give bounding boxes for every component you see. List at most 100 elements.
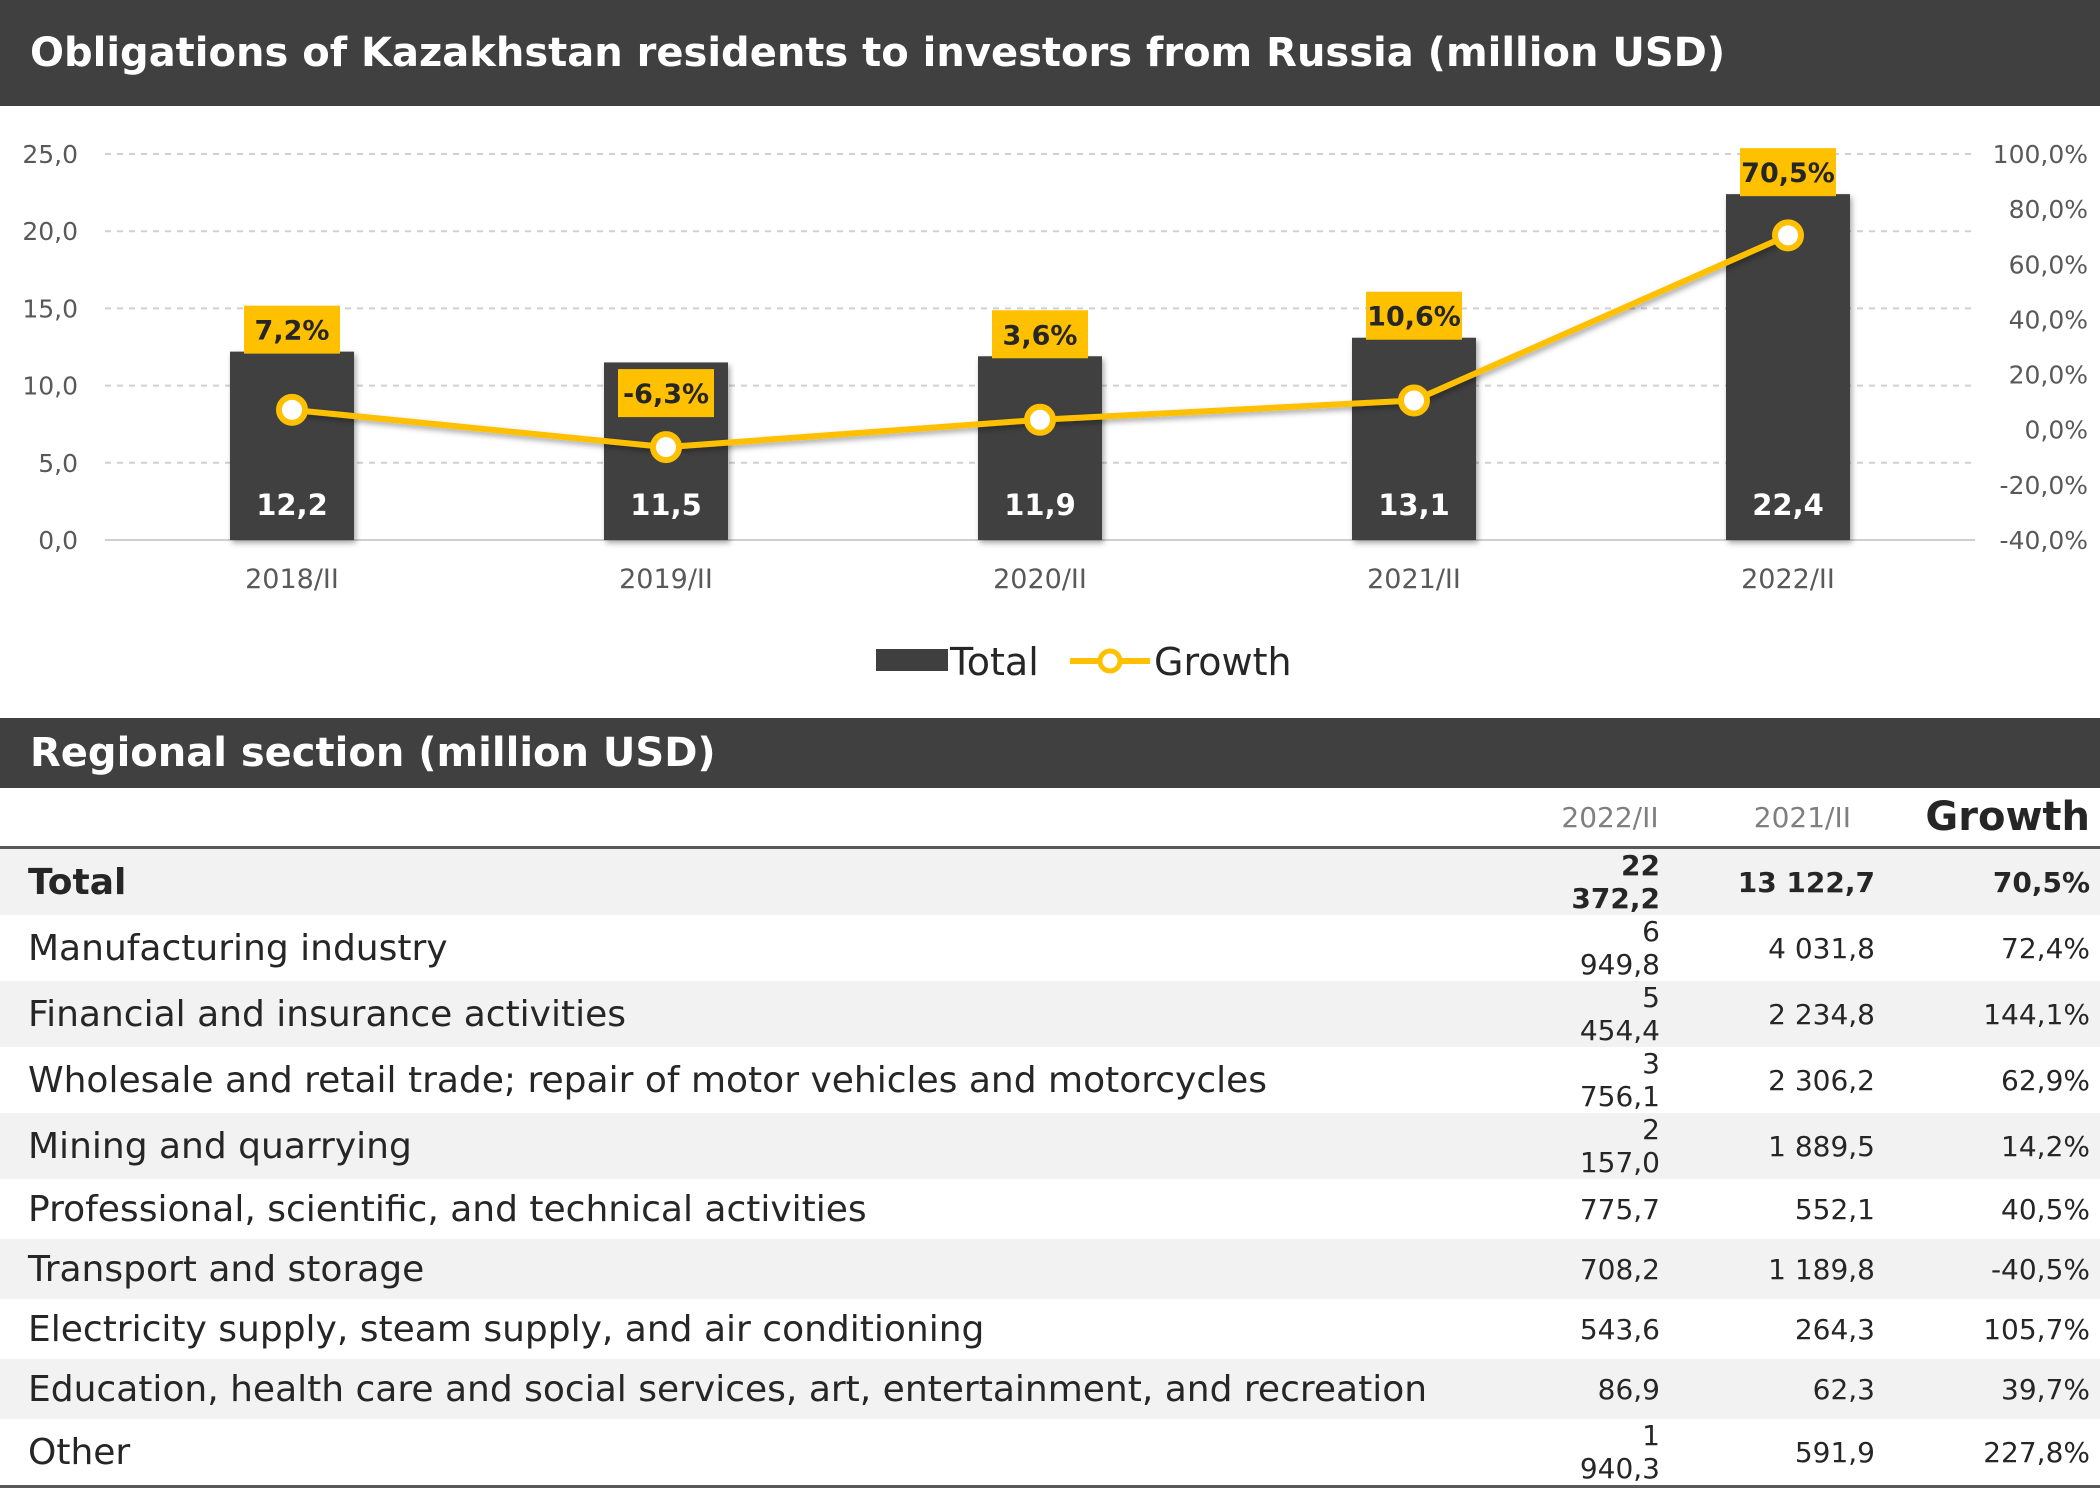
table-row: Wholesale and retail trade; repair of mo… [0,1047,2100,1113]
row-value-2022: 708,2 [1560,1239,1660,1299]
legend-total-label: Total [949,640,1039,684]
header-empty [0,788,1560,849]
growth-marker [1024,403,1056,436]
x-tick-label: 2018/II [245,564,339,595]
bar-value-label: 11,9 [1004,488,1076,522]
row-name: Professional, scientific, and technical … [28,1188,867,1230]
row-name: Manufacturing industry [28,927,448,969]
regional-table-grid: 2022/II 2021/II Growth Total 22 372,2 13 1… [0,788,2100,1488]
row-growth: 105,7% [1983,1312,2090,1346]
row-growth: -40,5% [1875,1239,2100,1299]
growth-value-label: 7,2% [255,316,330,347]
row-growth: 70,5% [1875,847,2100,915]
row-name: Wholesale and retail trade; repair of mo… [28,1059,1268,1101]
y-right-tick-label: 100,0% [1993,140,2088,169]
legend-growth-marker [1097,648,1123,674]
y-right-tick-label: 60,0% [2009,250,2088,279]
header-2022: 2022/II [1560,788,1660,849]
row-value-2022: 543,6 [1579,1312,1660,1346]
growth-value-label: -6,3% [623,379,709,410]
row-value-2022: 775,7 [1579,1192,1660,1226]
chart-svg: 0,0 5,0 10,0 15,0 20,0 25,0 -40,0% -20,0% 0,0% 20… [22,140,2088,684]
table-header-row: 2022/II 2021/II Growth [0,788,2100,849]
growth-label-box [1740,148,1836,197]
table-row: Total 22 372,2 13 122,7 70,5% [0,847,2100,915]
legend-growth-label: Growth [1154,640,1292,684]
row-growth: 72,4% [2001,931,2090,965]
y-left-tick-label: 20,0 [22,217,78,246]
y-left-tick-label: 0,0 [38,526,78,555]
row-value-2021: 4 031,8 [1768,931,1875,965]
bar-value-label: 22,4 [1752,488,1824,522]
row-growth: 62,9% [2001,1063,2090,1097]
growth-label-box [618,369,714,418]
row-growth: 14,2% [1875,1113,2100,1179]
header-2021: 2021/II [1660,788,1875,849]
y-right-tick-label: 40,0% [2009,305,2088,334]
row-value-2021: 1 889,5 [1660,1113,1875,1179]
growth-value-label: 70,5% [1741,158,1835,189]
y-left-tick-label: 10,0 [22,372,78,401]
y-right-tick-label: -20,0% [2000,471,2088,500]
row-name: Electricity supply, steam supply, and ai… [28,1308,985,1350]
growth-label-box [244,305,340,354]
y-left-tick-label: 15,0 [22,294,78,323]
bar-value-label: 12,2 [256,488,328,522]
legend-total-swatch [876,649,948,671]
table-body: Total 22 372,2 13 122,7 70,5% Manufacturing … [0,847,2100,1488]
regional-table: 2022/II 2021/II Growth Total 22 372,2 13 1… [0,788,2100,1488]
chart-title: Obligations of Kazakhstan residents to i… [0,0,2100,106]
row-value-2021: 2 306,2 [1768,1063,1875,1097]
growth-value-label: 3,6% [1003,320,1078,351]
row-value-2021: 591,9 [1660,1419,1875,1488]
row-value-2022: 86,9 [1560,1359,1660,1419]
y-right-tick-label: 80,0% [2009,195,2088,224]
table-row: Manufacturing industry 6 949,8 4 031,8 72,4… [0,915,2100,981]
bar-value-label: 13,1 [1378,488,1450,522]
row-value-2021: 2 234,8 [1660,981,1875,1047]
row-value-2021: 13 122,7 [1660,847,1875,915]
bar [230,351,354,540]
table-title: Regional section (million USD) [0,718,2100,788]
row-name: Transport and storage [0,1239,1560,1299]
y-right-tick-label: 0,0% [2024,416,2088,445]
combo-chart: 0,0 5,0 10,0 15,0 20,0 25,0 -40,0% -20,0% 0,0% 20… [0,106,2100,718]
row-growth: 39,7% [1875,1359,2100,1419]
y-left-tick-label: 5,0 [38,449,78,478]
x-tick-label: 2020/II [993,564,1087,595]
growth-marker [650,431,682,464]
table-row: Electricity supply, steam supply, and ai… [0,1299,2100,1359]
row-value-2022: 2 157,0 [1560,1113,1660,1179]
growth-marker [276,393,308,426]
table-row: Financial and insurance activities 5 454,… [0,981,2100,1047]
growth-marker [1398,384,1430,417]
row-value-2021: 552,1 [1794,1192,1875,1226]
header-growth: Growth [1875,788,2100,849]
growth-marker [1772,219,1804,252]
row-growth: 40,5% [2001,1192,2090,1226]
table-row: Education, health care and social servic… [0,1359,2100,1419]
y-right-tick-label: 20,0% [2009,361,2088,390]
bar [1352,337,1476,540]
row-name: Total [0,847,1560,915]
row-value-2022: 6 949,8 [1579,915,1660,981]
y-right-tick-label: -40,0% [2000,526,2088,555]
row-value-2022: 5 454,4 [1560,981,1660,1047]
row-name: Financial and insurance activities [0,981,1560,1047]
bar [978,356,1102,540]
x-tick-label: 2021/II [1367,564,1461,595]
row-growth: 144,1% [1875,981,2100,1047]
row-value-2022: 1 940,3 [1560,1419,1660,1488]
y-left-tick-label: 25,0 [22,140,78,169]
row-growth: 227,8% [1875,1419,2100,1488]
row-value-2021: 62,3 [1660,1359,1875,1419]
x-tick-label: 2019/II [619,564,713,595]
table-row: Transport and storage 708,2 1 189,8 -40,5% [0,1239,2100,1299]
growth-value-label: 10,6% [1367,302,1461,333]
row-name: Education, health care and social servic… [0,1359,1560,1419]
table-row: Mining and quarrying 2 157,0 1 889,5 14,2% [0,1113,2100,1179]
table-row: Other 1 940,3 591,9 227,8% [0,1419,2100,1488]
table-row: Professional, scientific, and technical … [0,1179,2100,1239]
bar-value-label: 11,5 [630,488,702,522]
growth-label-box [992,310,1088,359]
